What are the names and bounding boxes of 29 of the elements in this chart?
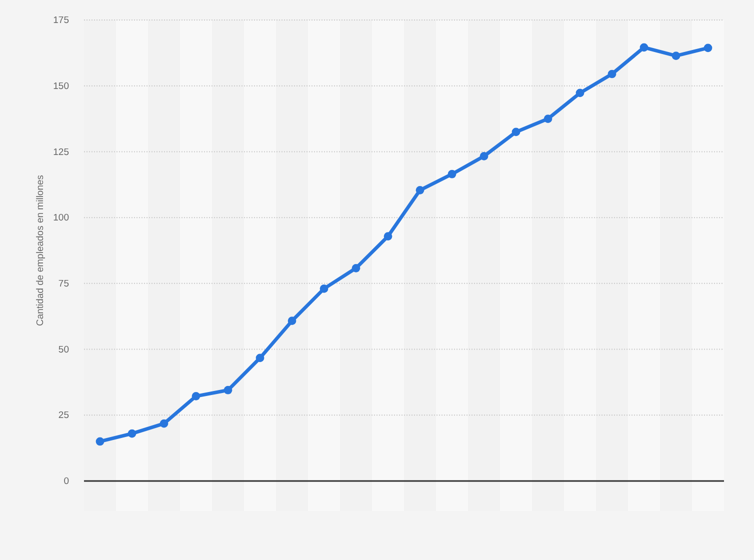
point [512,128,520,136]
point [416,186,424,194]
point [96,437,104,446]
y-tick-label: 175 [53,15,69,26]
point [320,284,328,293]
point [576,88,584,98]
y-tick-label: 0 [64,476,69,488]
y-tick-label: 125 [53,146,69,158]
point [672,52,680,60]
y-axis-title: Cantidad de empleados en millones [35,174,46,326]
point [640,43,648,52]
point [224,386,232,394]
y-tick-label: 150 [53,80,69,92]
y-tick-label: 25 [58,410,69,422]
point [256,354,264,362]
point [288,316,296,326]
point [160,419,168,428]
point [608,70,616,78]
point [480,152,488,160]
y-tick-label: 50 [58,344,69,356]
y-tick-label: 100 [53,212,69,224]
point [544,114,552,123]
point [704,44,712,52]
point [192,392,200,400]
point [352,264,360,272]
point [448,170,456,178]
point [384,232,392,240]
y-tick-label: 75 [58,278,69,290]
point [128,429,136,438]
